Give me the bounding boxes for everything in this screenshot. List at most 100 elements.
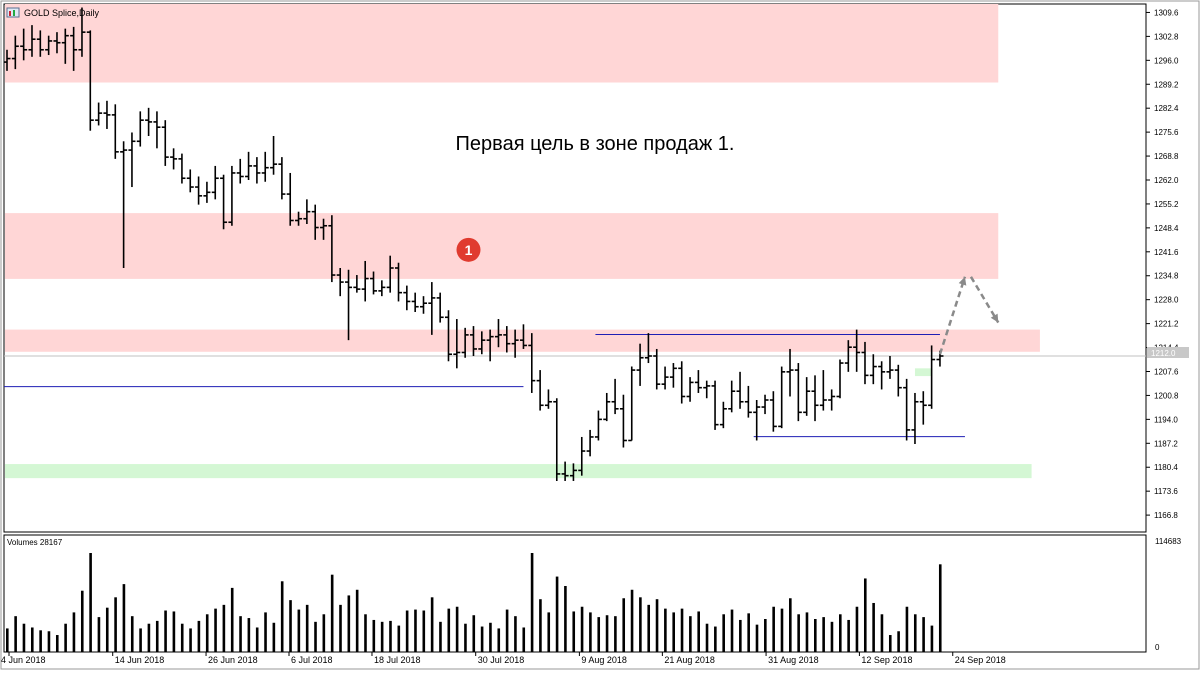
ohlc-bar — [378, 280, 386, 297]
volume-bar — [255, 627, 259, 652]
volume-bar — [355, 589, 359, 652]
volume-bar — [180, 623, 184, 652]
volume-bar — [47, 631, 51, 652]
time-tick-label: 18 Jul 2018 — [374, 655, 421, 665]
ohlc-bar — [245, 151, 253, 180]
volume-bar — [414, 609, 417, 652]
volume-bar — [372, 619, 376, 652]
volume-bar — [913, 614, 917, 652]
ohlc-bar — [678, 361, 686, 404]
volume-bar — [714, 626, 717, 652]
ohlc-bar — [828, 389, 836, 411]
volume-bar — [772, 606, 775, 652]
volume-bar — [89, 553, 92, 652]
price-tick-label: 1180.4 — [1154, 463, 1178, 472]
price-tick-label: 1207.6 — [1154, 367, 1179, 376]
sell-zone-1 — [5, 213, 999, 279]
volume-bar — [147, 623, 151, 652]
ohlc-bar — [469, 326, 477, 356]
volume-bar — [614, 616, 617, 652]
volume-bar — [264, 612, 267, 652]
volume-bar — [522, 627, 526, 652]
time-tick-label: 6 Jul 2018 — [291, 655, 333, 665]
ohlc-bar — [420, 296, 427, 314]
volume-bar — [789, 598, 792, 652]
ohlc-bar — [70, 26, 78, 71]
volume-bar — [389, 620, 392, 652]
ohlc-bar — [311, 204, 319, 240]
ohlc-bar — [853, 329, 861, 372]
volume-bar — [905, 606, 909, 652]
volume-bar — [755, 624, 759, 652]
volume-bar — [247, 618, 251, 652]
ohlc-bar — [145, 107, 153, 136]
volume-bars — [6, 553, 942, 652]
ohlc-bar — [603, 392, 611, 422]
volume-bar — [655, 599, 659, 652]
ohlc-bar — [95, 102, 103, 126]
price-tick-label: 1309.6 — [1154, 8, 1179, 17]
volume-bar — [830, 621, 834, 652]
volume-bar — [555, 576, 559, 652]
volume-bar — [205, 614, 209, 652]
ohlc-bar — [261, 151, 269, 182]
time-tick-label: 14 Jun 2018 — [115, 655, 165, 665]
ohlc-bar — [53, 32, 61, 54]
price-tick-label: 1302.8 — [1154, 32, 1179, 41]
volume-bar — [380, 621, 384, 652]
price-tick-label: 1166.8 — [1154, 511, 1178, 520]
volume-bar — [297, 609, 301, 652]
ohlc-bar — [20, 28, 28, 61]
ohlc-bar — [694, 370, 702, 393]
volume-bar — [863, 578, 867, 652]
ohlc-bar — [211, 165, 219, 200]
arrow-up-head — [958, 276, 967, 286]
ohlc-bar — [36, 30, 44, 57]
ohlc-bar — [411, 292, 419, 312]
volume-bar — [489, 622, 492, 652]
price-axis: 1309.6 1302.8 1296.0 1289.2 1282.4 1275.6 1268… — [1146, 8, 1179, 520]
ohlc-bar — [220, 174, 228, 230]
ohlc-bar — [753, 400, 761, 441]
ohlc-bar — [103, 100, 111, 129]
ohlc-bar — [428, 282, 436, 335]
ohlc-bar — [295, 211, 303, 226]
volume-bar — [747, 613, 750, 652]
volume-bar — [739, 619, 742, 652]
ohlc-bar — [3, 49, 11, 71]
time-tick-label: 24 Sep 2018 — [955, 655, 1006, 665]
volume-bar — [289, 600, 292, 652]
ohlc-bar — [636, 343, 644, 386]
ohlc-bar — [45, 35, 53, 56]
ohlc-bar — [486, 329, 494, 362]
volume-bar — [672, 612, 675, 652]
marker-label: 1 — [465, 242, 473, 258]
ohlc-bar — [761, 394, 769, 415]
ohlc-bar — [653, 348, 661, 390]
time-tick-label: 4 Jun 2018 — [1, 655, 46, 665]
ohlc-bar — [886, 356, 894, 379]
volume-bar — [439, 621, 442, 652]
volume-bar — [405, 610, 409, 652]
ohlc-bar — [794, 363, 802, 422]
ohlc-bars — [3, 7, 944, 481]
volume-bar — [780, 608, 784, 652]
volume-bar — [397, 625, 401, 652]
arrow-up-segment — [938, 276, 967, 355]
volume-bar — [764, 619, 767, 652]
volume-bar — [664, 608, 667, 652]
ohlc-bar — [769, 391, 777, 432]
ohlc-bar — [203, 181, 211, 203]
volume-bar — [14, 616, 17, 652]
ohlc-bar — [395, 262, 403, 302]
volume-bar — [105, 607, 109, 652]
ohlc-bar — [861, 341, 869, 385]
ohlc-bar — [628, 366, 636, 442]
time-axis: 4 Jun 2018 14 Jun 2018 26 Jun 2018 6 Jul 20… — [1, 652, 1006, 665]
volume-bar — [64, 623, 67, 652]
volume-bar — [880, 614, 884, 652]
ohlc-bar — [28, 25, 36, 57]
volume-bar — [330, 574, 334, 652]
ohlc-bar — [711, 380, 719, 430]
ohlc-bar — [611, 378, 619, 415]
